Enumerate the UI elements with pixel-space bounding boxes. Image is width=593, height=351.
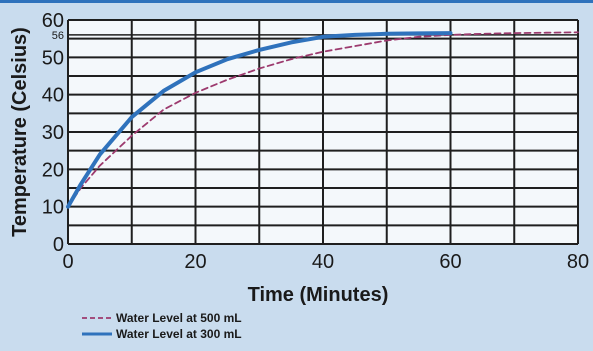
y-tick-label: 10 [42, 197, 64, 219]
legend-label-2: Water Level at 300 mL [116, 327, 242, 341]
x-tick-label: 0 [62, 251, 73, 273]
x-tick-label: 40 [312, 251, 334, 273]
y-tick-label: 20 [42, 159, 64, 181]
x-tick-label: 80 [567, 251, 589, 273]
x-axis-title: Time (Minutes) [248, 284, 389, 306]
series-line-1 [67, 31, 579, 208]
y-tick-label: 40 [42, 85, 64, 107]
y-marker-label: 56 [52, 30, 64, 42]
y-tick-label: 60 [42, 10, 64, 32]
x-tick-label: 20 [184, 251, 206, 273]
series-line-2 [66, 31, 453, 209]
x-tick-label: 60 [439, 251, 461, 273]
y-tick-label: 50 [42, 47, 64, 69]
grid [67, 19, 579, 245]
y-tick-label: 30 [42, 122, 64, 144]
legend-label-1: Water Level at 500 mL [116, 311, 242, 325]
y-tick-label: 0 [53, 234, 64, 256]
y-axis-title: Temperature (Celsius) [9, 27, 31, 237]
legend: Water Level at 500 mL Water Level at 300 … [82, 311, 242, 341]
series-lines [66, 31, 579, 209]
top-border [0, 0, 593, 3]
